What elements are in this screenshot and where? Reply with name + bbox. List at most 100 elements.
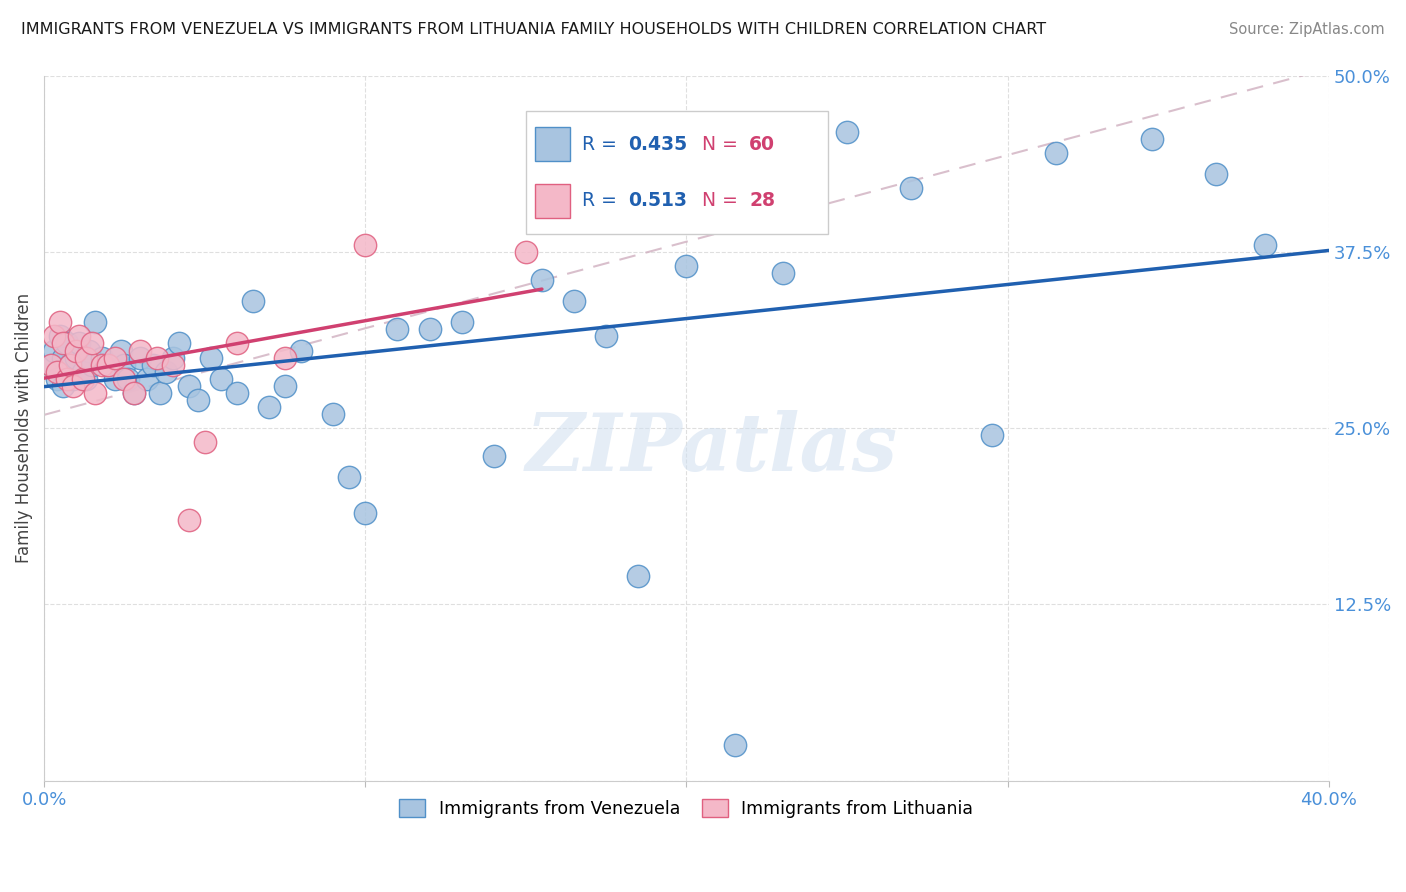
Point [77,343,100,358]
Point [187,392,209,407]
Point [55,372,77,386]
Point [84,315,107,329]
Point [110,343,132,358]
Point [46,365,69,379]
Point [675,259,697,273]
Point [112,358,135,372]
Point [122,385,145,400]
Text: N =: N = [703,192,744,211]
Point [90,351,112,365]
Point [59,358,82,372]
Point [46,372,69,386]
Text: Source: ZipAtlas.com: Source: ZipAtlas.com [1229,22,1385,37]
Point [595,329,617,343]
Point [1140,132,1163,146]
Text: R =: R = [582,135,623,153]
Point [39,358,62,372]
FancyBboxPatch shape [534,184,569,219]
Point [49,329,72,343]
Point [84,385,107,400]
Point [104,351,127,365]
Legend: Immigrants from Venezuela, Immigrants from Lithuania: Immigrants from Venezuela, Immigrants fr… [392,792,980,825]
Point [162,351,184,365]
Point [242,294,264,309]
Point [290,343,312,358]
FancyBboxPatch shape [534,127,569,161]
Text: ZIPatlas: ZIPatlas [526,410,898,488]
Point [69,336,91,351]
Text: N =: N = [703,135,744,153]
Point [69,329,91,343]
Point [42,343,65,358]
Point [155,365,177,379]
Point [835,125,858,139]
Point [142,358,165,372]
Point [772,266,794,280]
Point [900,181,922,195]
Point [980,428,1002,442]
Point [149,385,172,400]
Point [225,385,247,400]
Y-axis label: Family Households with Children: Family Households with Children [15,293,32,563]
Point [65,343,87,358]
Point [627,569,650,583]
Point [1253,237,1275,252]
Point [177,378,200,392]
Point [354,506,377,520]
Point [55,336,77,351]
Text: R =: R = [582,192,623,211]
Point [450,315,472,329]
Point [49,315,72,329]
Point [42,329,65,343]
Point [129,351,152,365]
Point [274,378,297,392]
Point [354,237,377,252]
Point [75,372,97,386]
Point [122,385,145,400]
Point [562,294,585,309]
Point [62,378,84,392]
Point [337,470,360,484]
Point [97,358,120,372]
Point [162,358,184,372]
Point [225,336,247,351]
Text: 0.513: 0.513 [628,192,688,211]
Point [104,372,127,386]
Point [52,336,75,351]
Point [145,351,167,365]
Point [194,435,217,450]
Point [135,372,157,386]
Point [62,372,84,386]
Point [515,244,537,259]
Point [257,400,280,414]
Text: 60: 60 [749,135,775,153]
Point [1205,167,1227,181]
Point [52,351,75,365]
Point [65,351,87,365]
Point [482,450,505,464]
Point [129,343,152,358]
Point [75,351,97,365]
Text: 0.435: 0.435 [628,135,688,153]
Point [387,322,409,336]
Point [52,378,75,392]
Point [112,372,135,386]
Text: IMMIGRANTS FROM VENEZUELA VS IMMIGRANTS FROM LITHUANIA FAMILY HOUSEHOLDS WITH CH: IMMIGRANTS FROM VENEZUELA VS IMMIGRANTS … [21,22,1046,37]
Point [274,351,297,365]
Point [97,358,120,372]
Text: 28: 28 [749,192,775,211]
Point [167,336,190,351]
Point [82,358,104,372]
Point [209,372,232,386]
Point [1045,146,1067,161]
Point [177,513,200,527]
FancyBboxPatch shape [526,111,828,235]
Point [90,358,112,372]
Point [418,322,440,336]
Point [72,372,94,386]
Point [530,273,553,287]
Point [723,739,745,753]
Point [39,358,62,372]
Point [200,351,222,365]
Point [117,372,139,386]
